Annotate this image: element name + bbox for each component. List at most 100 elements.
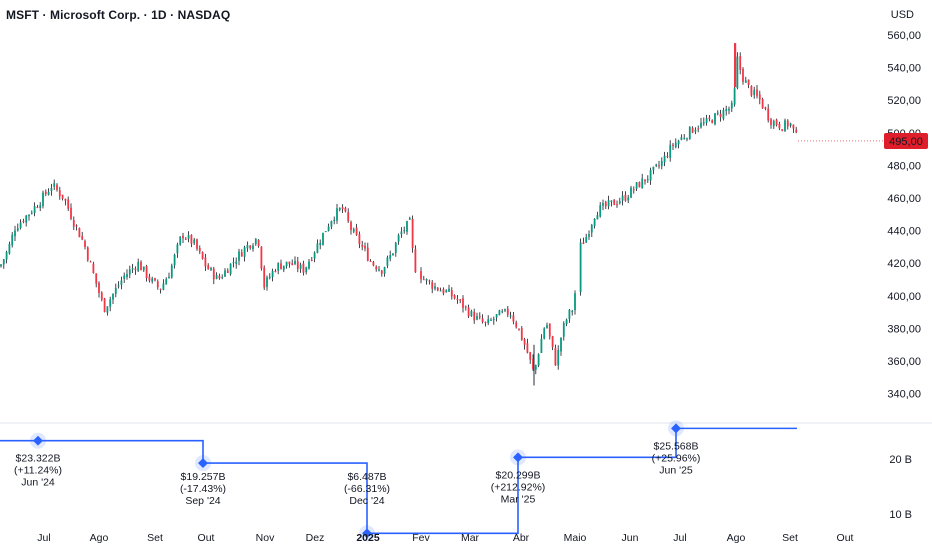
candle-body (537, 354, 540, 366)
candle-body (310, 260, 313, 262)
candle-body (165, 279, 168, 285)
candle-body (212, 268, 215, 280)
candle-body (613, 199, 616, 206)
candle-body (467, 307, 470, 317)
candle-body (263, 267, 266, 288)
candle-body (742, 68, 744, 82)
candle-body (0, 264, 2, 267)
candle-body (734, 43, 737, 88)
candle-body (229, 263, 232, 275)
candle-body (168, 276, 170, 279)
candle-body (375, 266, 378, 270)
candle-body (694, 129, 697, 132)
candle-body (660, 161, 663, 167)
candle-body (750, 85, 753, 96)
candle-body (554, 347, 557, 366)
candle-body (736, 56, 739, 89)
candle-body (56, 184, 58, 190)
candle-body (663, 155, 666, 163)
candle-body (226, 270, 229, 273)
x-axis-tick-label: Jun (622, 532, 639, 544)
candle-body (277, 263, 280, 271)
candle-body (187, 235, 190, 239)
candle-body (86, 247, 89, 261)
earnings-marker[interactable] (362, 528, 372, 539)
candle-body (464, 306, 467, 308)
candle-body (610, 200, 613, 202)
earnings-marker[interactable] (671, 423, 681, 434)
candle-body (691, 127, 694, 133)
candle-body (322, 232, 324, 245)
candle-body (534, 365, 537, 370)
candle-body (501, 311, 504, 313)
candle-body (744, 80, 747, 83)
candle-body (431, 282, 434, 289)
candle-body (179, 236, 182, 245)
candle-body (450, 289, 453, 297)
candle-body (274, 270, 277, 272)
candle-body (602, 203, 604, 206)
candle-body (25, 215, 28, 223)
candle-body (529, 352, 532, 360)
candle-body (64, 198, 67, 201)
earnings-change-label: (-17.43%) (180, 483, 226, 495)
candle-body (114, 288, 117, 294)
x-axis-tick-label: Ago (90, 532, 109, 544)
candle-body (182, 235, 184, 239)
candle-body (434, 286, 436, 289)
candle-body (509, 315, 512, 317)
candle-body (588, 234, 590, 237)
candle-body (666, 156, 669, 158)
candle-body (112, 293, 114, 300)
candle-body (106, 306, 109, 313)
candle-body (739, 56, 742, 70)
candle-body (439, 290, 442, 292)
candle-body (571, 311, 574, 313)
candle-body (16, 228, 19, 231)
candle-body (170, 265, 173, 278)
candle-body (8, 244, 11, 254)
candle-body (604, 201, 607, 207)
candle-body (380, 270, 383, 274)
candle-body (123, 275, 126, 279)
earnings-date-label: Sep '24 (185, 495, 220, 507)
candle-body (476, 316, 478, 320)
candle-body (784, 120, 786, 131)
candle-body (756, 89, 758, 96)
candle-body (478, 316, 481, 318)
last-price-value: 495,00 (889, 136, 923, 148)
candle-body (2, 259, 5, 265)
candle-body (324, 231, 327, 233)
candle-body (428, 280, 431, 282)
candle-body (758, 94, 761, 100)
candle-body (5, 252, 8, 260)
candle-body (484, 321, 487, 323)
candle-body (422, 279, 425, 281)
candle-body (44, 191, 47, 194)
x-axis-tick-label: Maio (564, 532, 587, 544)
candle-body (420, 271, 422, 280)
candle-body (618, 201, 621, 204)
candle-body (117, 285, 120, 287)
candle-body (775, 119, 778, 126)
candle-body (159, 288, 162, 290)
candle-body (767, 108, 770, 121)
candle-body (11, 234, 14, 246)
candle-body (408, 218, 411, 220)
candle-body (193, 239, 196, 244)
candle-body (78, 227, 81, 238)
candle-body (523, 339, 526, 345)
candle-body (590, 225, 593, 233)
candle-body (543, 328, 546, 339)
earnings-marker[interactable] (513, 452, 523, 463)
candle-body (392, 253, 394, 256)
candle-body (708, 117, 711, 119)
candle-body (411, 218, 414, 249)
candle-body (218, 276, 221, 279)
candle-body (137, 261, 140, 272)
candle-body (72, 219, 75, 227)
candle-body (406, 221, 408, 232)
earnings-marker[interactable] (198, 458, 208, 469)
candle-body (302, 263, 305, 273)
candle-body (585, 236, 588, 243)
